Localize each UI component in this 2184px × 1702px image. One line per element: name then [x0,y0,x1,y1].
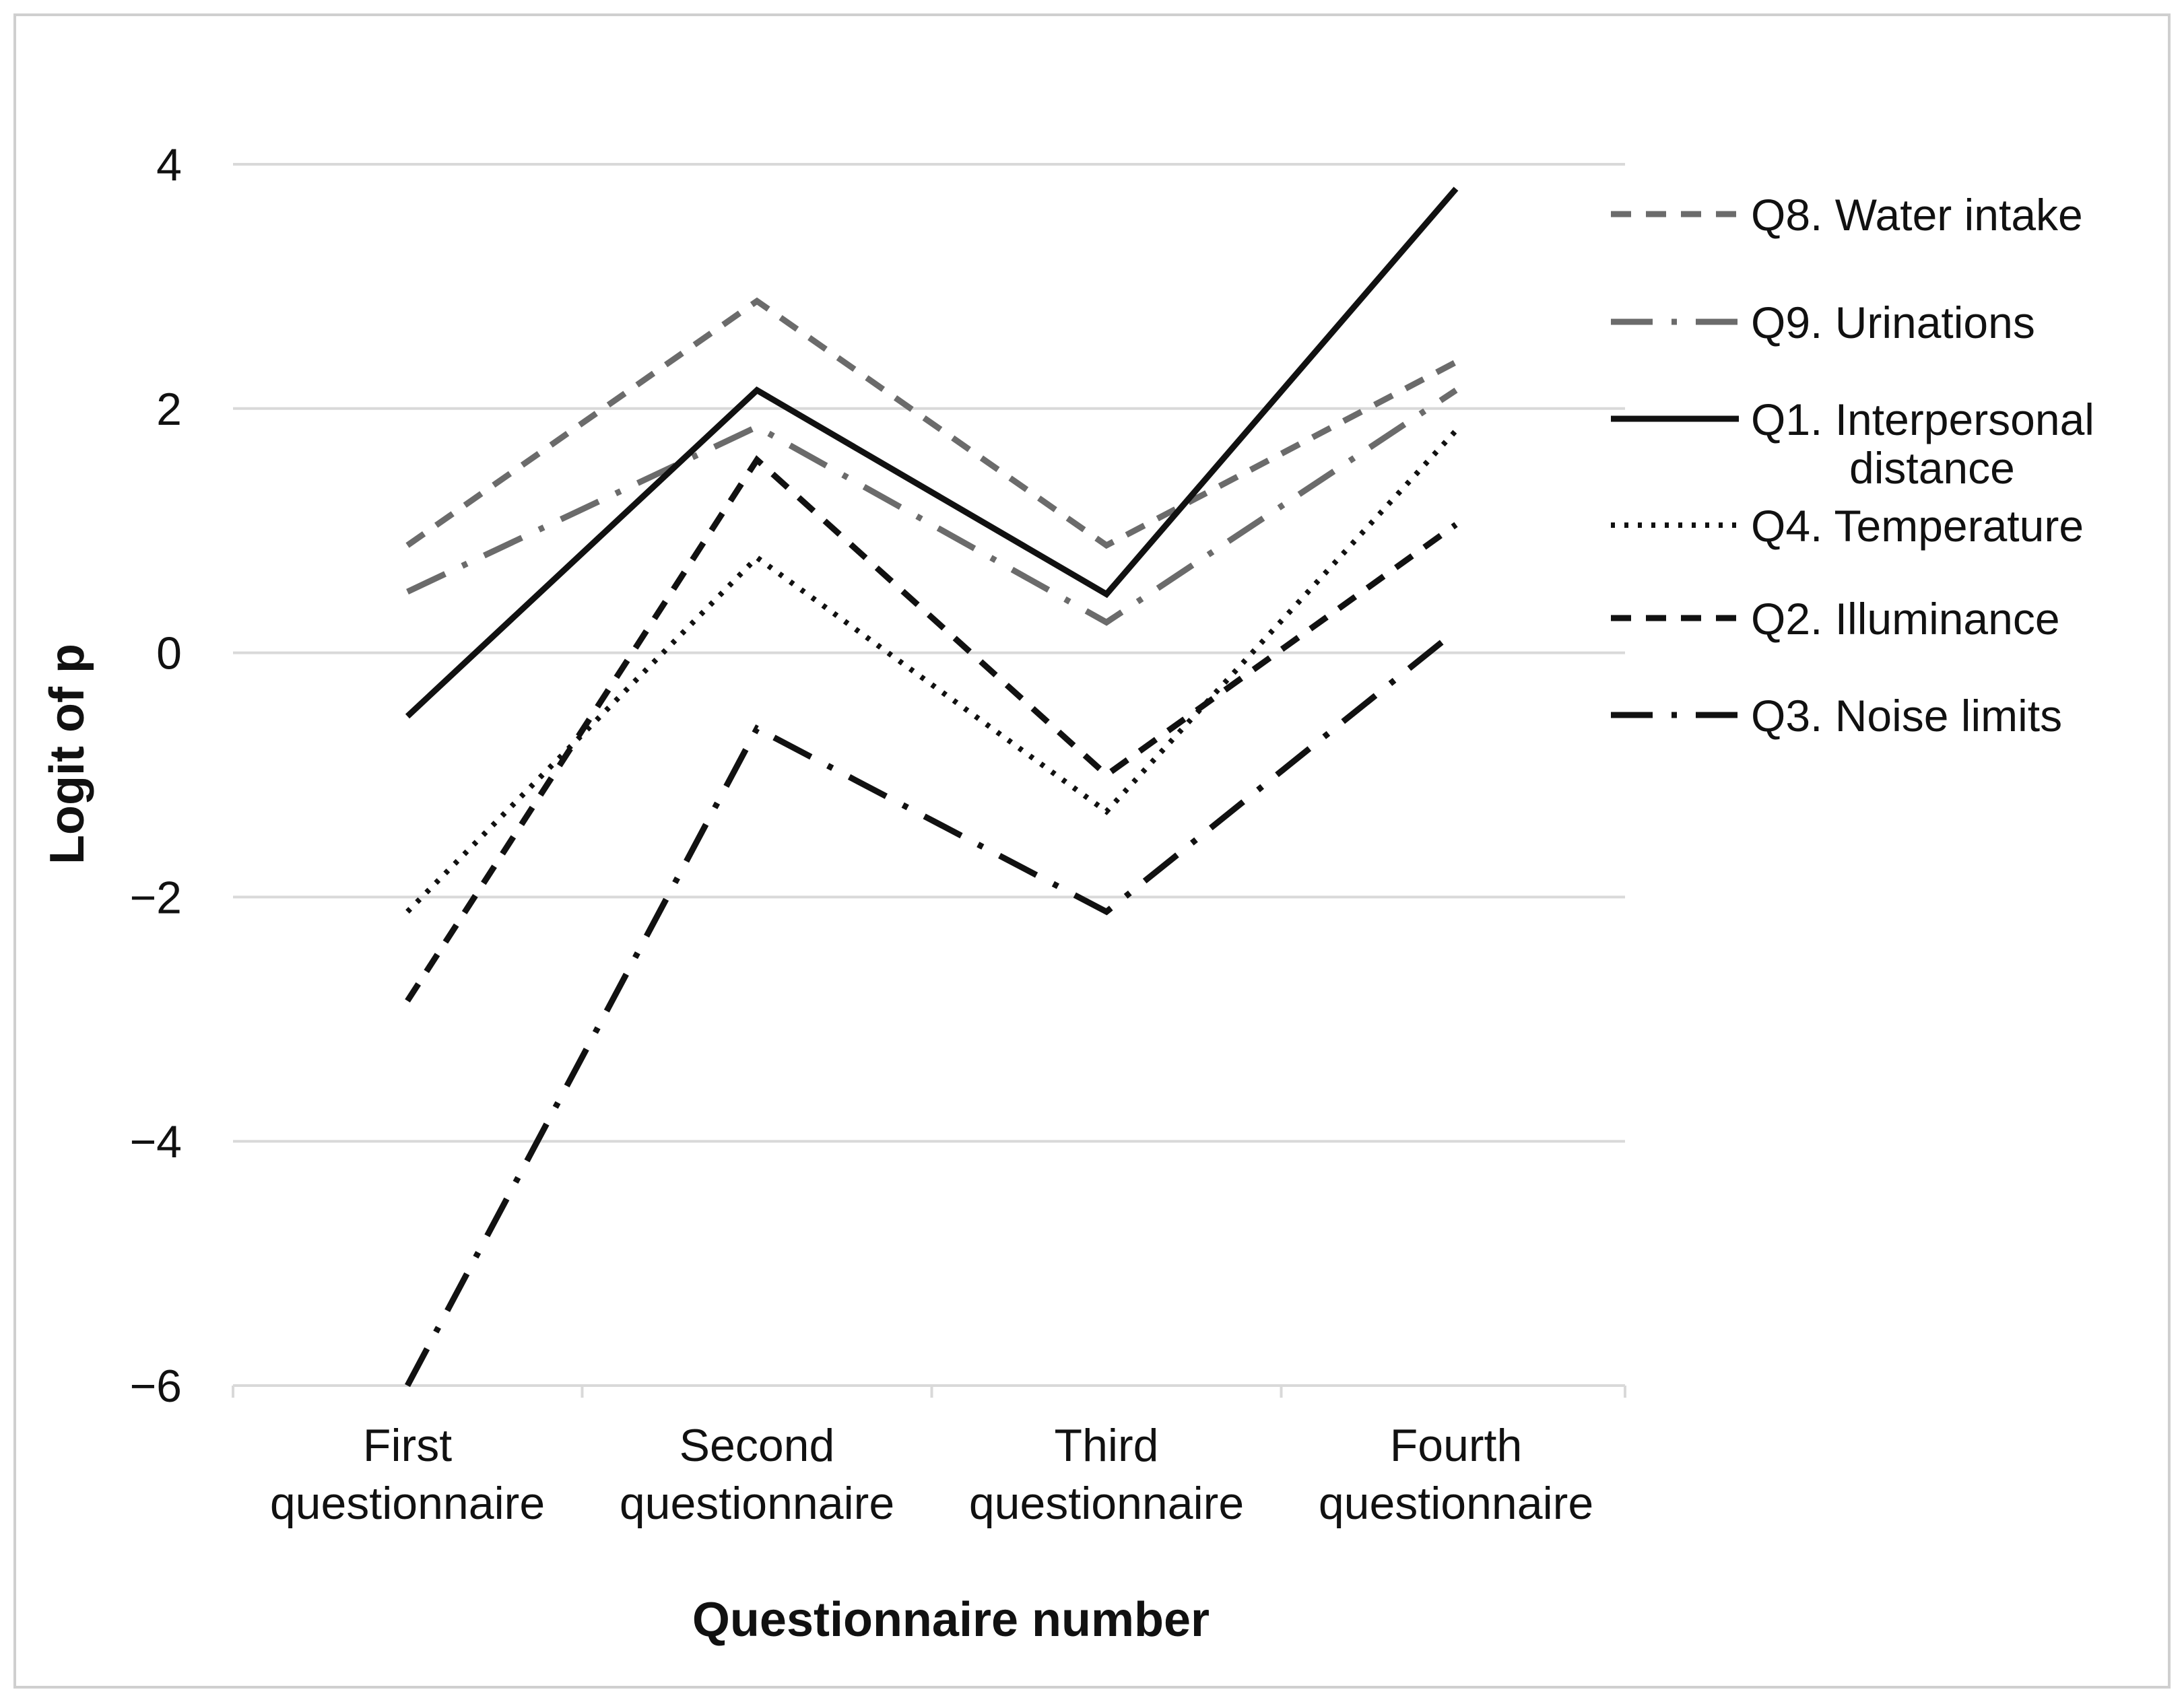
x-axis-label: Questionnaire number [692,1593,1210,1647]
x-tick-label: Third questionnaire [969,1420,1244,1529]
legend-label: Q2. Illuminance [1751,594,2060,644]
y-tick-label: −4 [129,1116,182,1167]
x-tick-label: First questionnaire [270,1420,545,1529]
legend-label: Q9. Urinations [1751,298,2035,347]
y-tick-label: −6 [129,1361,182,1412]
x-tick-labels: First questionnaire Second questionnaire Thi… [270,1420,1593,1529]
y-tick-label: 0 [156,628,182,679]
y-tick-label: 4 [156,139,182,191]
series-line [405,455,1458,1003]
legend-label: Q8. Water intake [1751,190,2083,240]
legend-label: Q3. Noise limits [1751,691,2062,741]
legend-label: Q1. Interpersonal distance [1751,395,2094,493]
x-tick-label: Fourth questionnaire [1319,1420,1593,1529]
series-line [406,387,1458,626]
y-axis-label: Logit of p [40,644,94,864]
x-tick-label: Second questionnaire [620,1420,894,1529]
series-line [405,297,1458,549]
series-lines [405,186,1459,1388]
legend-label: Q4. Temperature [1751,501,2084,551]
series-line [405,628,1458,1388]
chart-frame [13,13,2171,1689]
series-line [405,428,1458,914]
y-tick-label: −2 [129,872,182,923]
x-axis [232,1384,1626,1398]
series-line [405,186,1459,719]
y-tick-labels: 4 2 0 −2 −4 −6 [129,139,182,1412]
legend: Q8. Water intake Q9. Urinations Q1. Interp… [1611,190,2094,741]
y-tick-label: 2 [156,384,182,435]
